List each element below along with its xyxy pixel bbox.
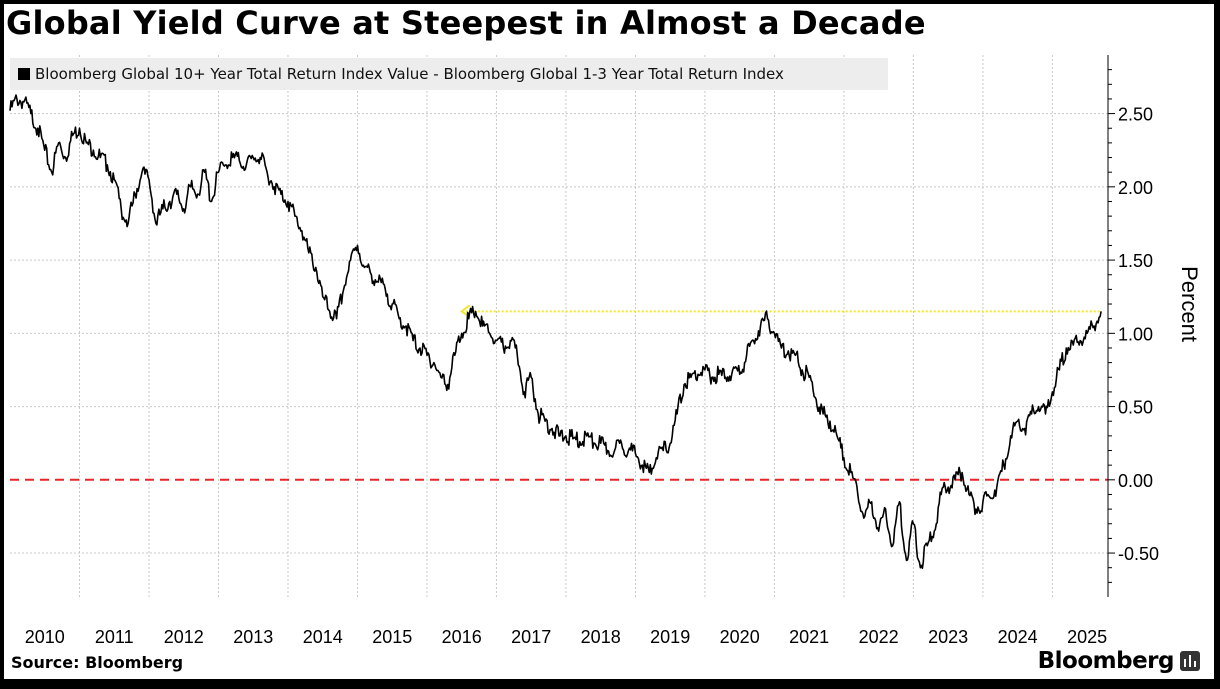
y-tick-label: 1.00 [1118, 324, 1153, 344]
x-tick-label: 2021 [789, 627, 829, 647]
x-axis: 2010 2011 2012 2013 2014 2015 2016 2017 2018 2019… [25, 627, 1107, 647]
y-tick-label: 0.00 [1118, 471, 1153, 491]
y-tick-label: 2.50 [1118, 105, 1153, 125]
reference-lines [10, 304, 1108, 481]
x-tick-label: 2015 [372, 627, 412, 647]
source-note: Source: Bloomberg [11, 653, 184, 672]
y-tick-label: 1.50 [1118, 251, 1153, 271]
x-tick-label: 2017 [511, 627, 551, 647]
x-tick-label: 2010 [25, 627, 65, 647]
x-tick-label: 2018 [581, 627, 621, 647]
brand-name: Bloomberg [1037, 648, 1175, 674]
grid [10, 55, 1108, 597]
y-axis-label: Percent [1177, 266, 1202, 342]
y-tick-label: -0.50 [1118, 544, 1159, 564]
series-line [9, 94, 1102, 570]
x-tick-label: 2023 [928, 627, 968, 647]
y-tick-label: 0.50 [1118, 398, 1153, 418]
bloomberg-logo: Bloomberg [1038, 648, 1200, 674]
x-tick-label: 2016 [442, 627, 482, 647]
x-tick-label: 2020 [720, 627, 760, 647]
bar-chart-icon [1180, 651, 1200, 671]
chart-title: Global Yield Curve at Steepest in Almost… [6, 4, 926, 42]
x-tick-label: 2022 [859, 627, 899, 647]
legend-label: Bloomberg Global 10+ Year Total Return I… [35, 65, 784, 83]
series-layer [9, 94, 1102, 570]
chart-panel [4, 4, 1214, 679]
legend: Bloomberg Global 10+ Year Total Return I… [10, 58, 888, 90]
legend-swatch [18, 68, 30, 80]
x-tick-label: 2024 [998, 627, 1038, 647]
x-tick-label: 2012 [164, 627, 204, 647]
x-tick-label: 2019 [650, 627, 690, 647]
x-tick-label: 2025 [1067, 627, 1107, 647]
x-tick-label: 2013 [233, 627, 273, 647]
x-tick-label: 2011 [95, 627, 134, 647]
x-tick-label: 2014 [303, 627, 343, 647]
y-tick-label: 2.00 [1118, 178, 1153, 198]
y-axis: 2.50 2.00 1.50 1.00 0.50 0.00 -0.50 [1107, 55, 1159, 597]
